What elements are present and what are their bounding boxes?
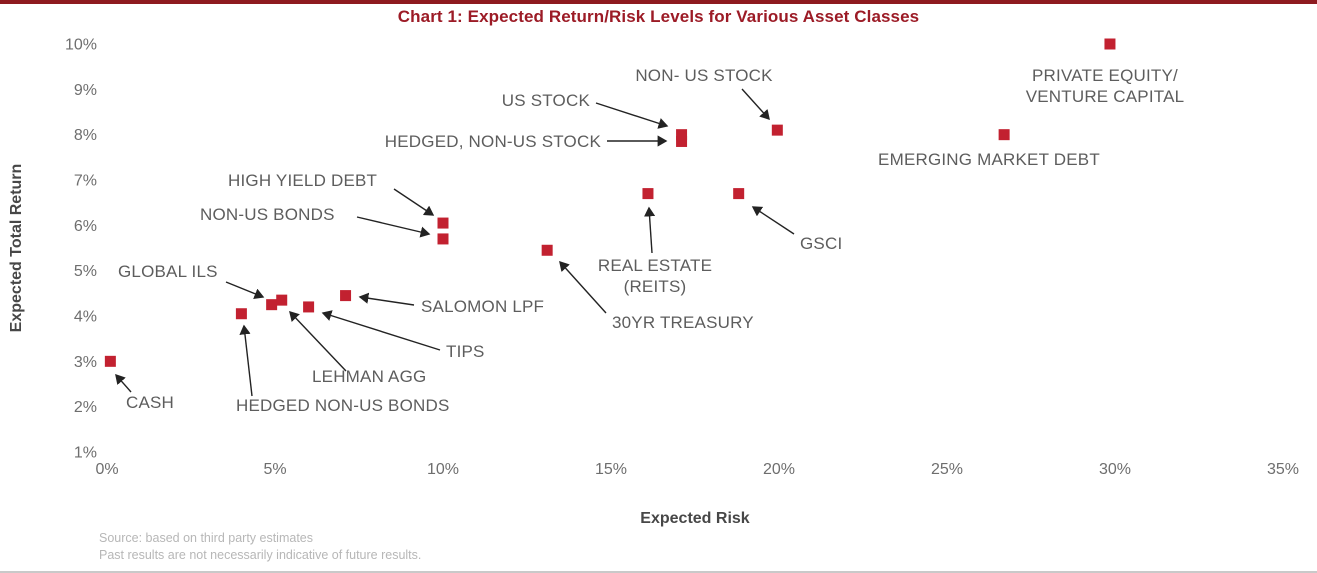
y-axis-tick-label: 8% (74, 127, 97, 144)
y-axis-tick-label: 9% (74, 82, 97, 99)
data-point (104, 355, 116, 367)
point-label: REAL ESTATE (598, 256, 712, 275)
y-axis-title: Expected Total Return (8, 164, 25, 333)
point-label: EMERGING MARKET DEBT (878, 150, 1100, 169)
point-label: CASH (126, 393, 174, 412)
x-axis-tick-label: 25% (931, 461, 963, 478)
point-label: NON- US STOCK (635, 66, 773, 85)
top-border-rule (0, 0, 1317, 4)
y-axis-tick-label: 7% (74, 173, 97, 190)
label-arrow (356, 216, 431, 238)
x-axis-tick-label: 0% (95, 461, 118, 478)
x-axis-tick-label: 30% (1099, 461, 1131, 478)
data-point (541, 244, 553, 256)
data-point (1104, 38, 1116, 50)
x-axis-tick-label: 5% (263, 461, 286, 478)
label-arrow (289, 310, 347, 372)
x-axis-title: Expected Risk (640, 510, 749, 527)
chart-title: Chart 1: Expected Return/Risk Levels for… (397, 7, 920, 26)
point-label: NON-US BONDS (200, 205, 335, 224)
x-axis-tick-label: 35% (1267, 461, 1299, 478)
data-point (733, 188, 745, 200)
label-arrow (321, 310, 441, 351)
source-note: Source: based on third party estimates P… (99, 530, 421, 564)
label-arrow (239, 324, 253, 397)
point-label: SALOMON LPF (421, 297, 544, 316)
label-arrow (115, 373, 132, 393)
label-arrow (559, 260, 607, 314)
point-label: HEDGED, NON-US STOCK (385, 132, 602, 151)
data-point (771, 124, 783, 136)
y-axis-tick-label: 5% (74, 263, 97, 280)
source-line-1: Source: based on third party estimates (99, 531, 314, 545)
y-axis-tick-label: 2% (74, 399, 97, 416)
data-point (437, 233, 449, 245)
point-label: LEHMAN AGG (312, 367, 426, 386)
data-point (276, 294, 288, 306)
y-axis-tick-label: 6% (74, 218, 97, 235)
data-point (998, 129, 1010, 141)
data-point (437, 217, 449, 229)
data-point (676, 129, 688, 141)
label-arrow (358, 292, 415, 306)
point-label: GLOBAL ILS (118, 262, 218, 281)
data-point (642, 188, 654, 200)
data-point (235, 308, 247, 320)
point-label: HIGH YIELD DEBT (228, 171, 377, 190)
data-point (266, 299, 278, 311)
point-label: 30YR TREASURY (612, 313, 754, 332)
label-arrow (595, 102, 669, 129)
x-axis-tick-label: 15% (595, 461, 627, 478)
point-label: (REITS) (624, 277, 687, 296)
y-axis-tick-label: 1% (74, 445, 97, 462)
data-point (340, 290, 352, 302)
source-line-2: Past results are not necessarily indicat… (99, 548, 422, 562)
point-label: GSCI (800, 234, 842, 253)
label-arrow (751, 206, 795, 235)
label-arrow (643, 206, 656, 254)
bottom-border-rule (0, 571, 1317, 573)
data-point (676, 135, 688, 147)
point-label: HEDGED NON-US BONDS (236, 396, 450, 415)
label-arrow (393, 188, 435, 216)
y-axis-tick-label: 3% (74, 354, 97, 371)
y-axis-tick-label: 10% (65, 37, 97, 54)
x-axis-tick-label: 10% (427, 461, 459, 478)
point-label: US STOCK (502, 91, 591, 110)
label-arrow (225, 281, 265, 300)
point-label: VENTURE CAPITAL (1026, 87, 1185, 106)
label-arrow (741, 88, 770, 121)
data-point (303, 301, 315, 313)
x-axis-tick-label: 20% (763, 461, 795, 478)
point-label: PRIVATE EQUITY/ (1032, 66, 1178, 85)
y-axis-tick-label: 4% (74, 309, 97, 326)
point-label: TIPS (446, 342, 485, 361)
